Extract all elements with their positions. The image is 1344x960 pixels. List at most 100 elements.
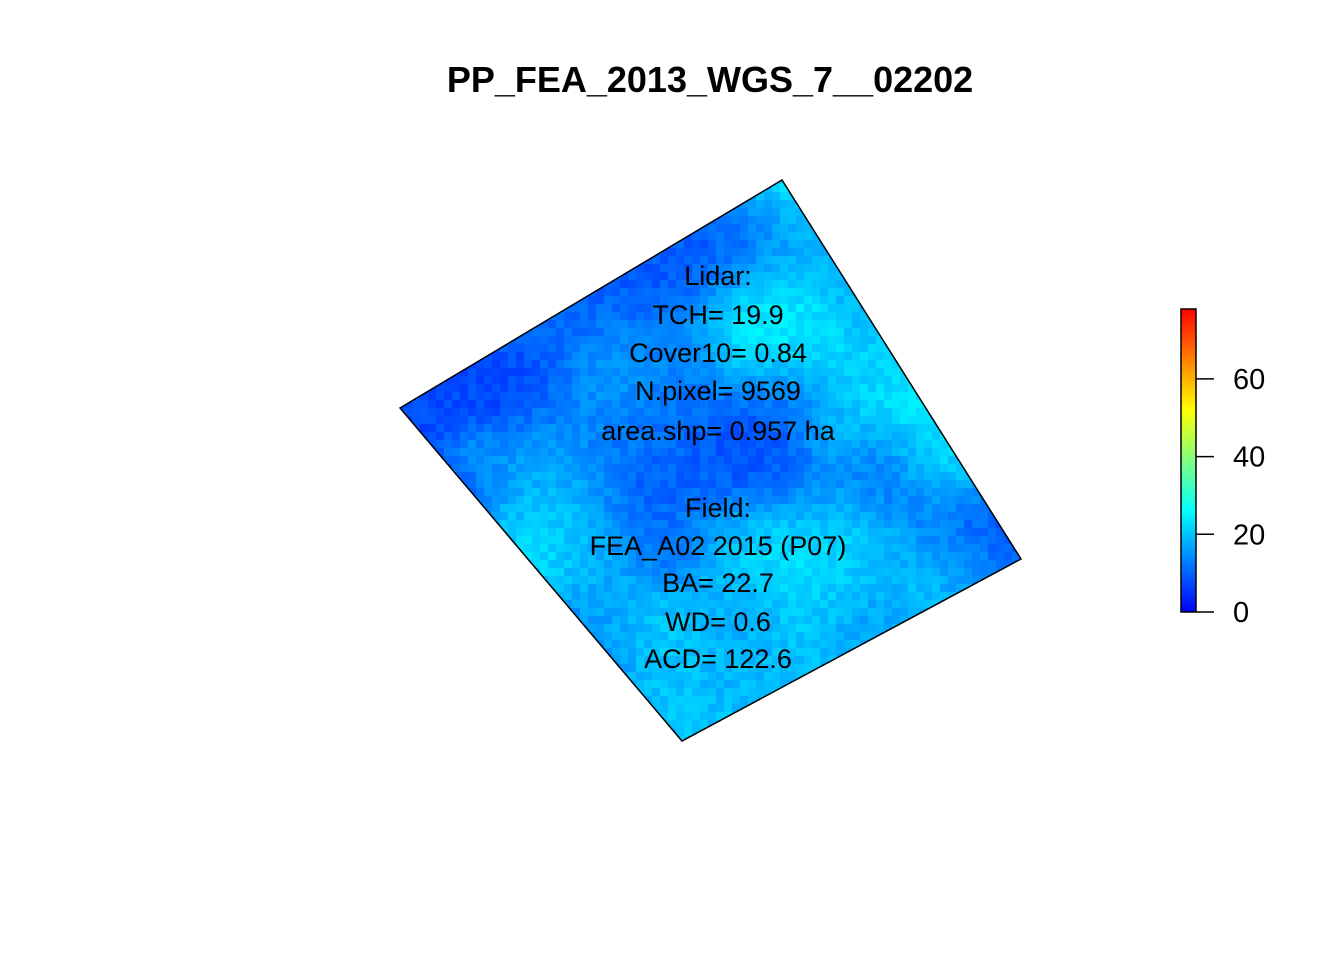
raster-cell: [908, 496, 917, 505]
raster-cell: [940, 472, 949, 481]
raster-cell: [612, 672, 621, 681]
raster-cell: [740, 216, 749, 225]
raster-cell: [956, 480, 965, 489]
raster-cell: [588, 544, 597, 553]
raster-cell: [740, 504, 749, 513]
raster-cell: [812, 232, 821, 241]
raster-cell: [764, 344, 773, 353]
raster-cell: [580, 408, 589, 417]
raster-cell: [412, 368, 421, 377]
raster-cell: [604, 320, 613, 329]
raster-cell: [972, 616, 981, 625]
raster-cell: [948, 304, 957, 313]
raster-cell: [748, 504, 757, 513]
raster-cell: [732, 632, 741, 641]
raster-cell: [996, 344, 1005, 353]
raster-cell: [716, 592, 725, 601]
raster-cell: [972, 248, 981, 257]
raster-cell: [884, 224, 893, 233]
raster-cell: [892, 560, 901, 569]
raster-cell: [756, 664, 765, 673]
raster-cell: [420, 576, 429, 585]
raster-cell: [532, 576, 541, 585]
raster-cell: [1012, 600, 1021, 609]
raster-cell: [628, 328, 637, 337]
raster-cell: [732, 648, 741, 657]
raster-cell: [828, 184, 837, 193]
raster-cell: [684, 656, 693, 665]
raster-cell: [732, 184, 741, 193]
raster-cell: [692, 440, 701, 449]
raster-cell: [468, 304, 477, 313]
raster-cell: [820, 568, 829, 577]
raster-cell: [636, 208, 645, 217]
raster-cell: [580, 208, 589, 217]
raster-cell: [860, 224, 869, 233]
raster-cell: [612, 208, 621, 217]
raster-cell: [692, 456, 701, 465]
raster-cell: [636, 184, 645, 193]
raster-cell: [532, 600, 541, 609]
raster-cell: [636, 576, 645, 585]
raster-cell: [804, 360, 813, 369]
raster-cell: [660, 440, 669, 449]
raster-cell: [636, 600, 645, 609]
raster-cell: [892, 480, 901, 489]
raster-cell: [500, 520, 509, 529]
raster-cell: [468, 368, 477, 377]
raster-cell: [740, 552, 749, 561]
raster-cell: [532, 624, 541, 633]
raster-cell: [444, 216, 453, 225]
raster-cell: [956, 312, 965, 321]
raster-cell: [860, 208, 869, 217]
raster-cell: [684, 624, 693, 633]
raster-cell: [436, 288, 445, 297]
raster-cell: [956, 344, 965, 353]
raster-cell: [876, 472, 885, 481]
raster-cell: [500, 280, 509, 289]
raster-cell: [812, 180, 821, 185]
raster-cell: [932, 272, 941, 281]
raster-cell: [484, 400, 493, 409]
raster-cell: [532, 192, 541, 201]
raster-cell: [412, 256, 421, 265]
raster-cell: [892, 552, 901, 561]
raster-cell: [708, 344, 717, 353]
raster-cell: [916, 256, 925, 265]
raster-cell: [996, 248, 1005, 257]
raster-cell: [652, 568, 661, 577]
raster-cell: [916, 216, 925, 225]
raster-cell: [820, 344, 829, 353]
raster-cell: [988, 208, 997, 217]
raster-cell: [828, 440, 837, 449]
raster-cell: [716, 568, 725, 577]
raster-cell: [676, 600, 685, 609]
raster-cell: [748, 288, 757, 297]
raster-cell: [716, 408, 725, 417]
raster-cell: [996, 440, 1005, 449]
raster-cell: [852, 416, 861, 425]
raster-cell: [724, 192, 733, 201]
raster-cell: [420, 256, 429, 265]
raster-cell: [428, 264, 437, 273]
raster-cell: [692, 568, 701, 577]
raster-cell: [452, 392, 461, 401]
raster-cell: [956, 408, 965, 417]
raster-cell: [420, 424, 429, 433]
raster-cell: [700, 280, 709, 289]
raster-cell: [836, 384, 845, 393]
raster-cell: [732, 520, 741, 529]
raster-cell: [876, 384, 885, 393]
raster-cell: [508, 480, 517, 489]
raster-cell: [780, 376, 789, 385]
raster-cell: [764, 208, 773, 217]
raster-cell: [708, 440, 717, 449]
raster-cell: [604, 192, 613, 201]
raster-cell: [820, 392, 829, 401]
raster-cell: [844, 520, 853, 529]
raster-cell: [676, 328, 685, 337]
raster-cell: [468, 224, 477, 233]
raster-cell: [604, 488, 613, 497]
raster-cell: [540, 600, 549, 609]
raster-cell: [988, 656, 997, 665]
